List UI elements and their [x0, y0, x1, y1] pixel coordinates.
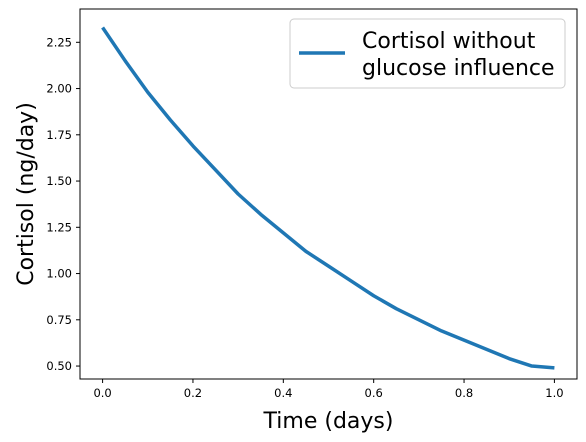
legend-box	[289, 18, 566, 89]
series-line-0	[101, 26, 555, 370]
legend-label-line: glucose influence	[362, 56, 555, 81]
y-tick-label: 2.25	[46, 35, 72, 49]
axes-frame	[79, 8, 578, 380]
legend-label-line: Cortisol without	[362, 29, 536, 54]
plot-area	[101, 26, 555, 370]
y-axis-label: Cortisol (ng/day)	[14, 102, 39, 286]
y-tick-label: 1.00	[46, 267, 72, 281]
y-tick-label: 1.50	[46, 174, 72, 188]
x-tick-label: 0.4	[274, 386, 292, 400]
axes: 0.0 0.2 0.4 0.6 0.8 1.0 0.50 0.75 1.00 1.25 1.50 1.…	[46, 8, 578, 400]
y-tick-label: 0.75	[46, 313, 72, 327]
x-tick-label: 0.2	[184, 386, 202, 400]
x-tick-label: 1.0	[545, 386, 563, 400]
y-tick-label: 1.75	[46, 128, 72, 142]
x-tick-label: 0.6	[365, 386, 383, 400]
x-axis-label: Time (days)	[263, 409, 394, 434]
y-tick-label: 0.50	[46, 359, 72, 373]
y-tick-label: 1.25	[46, 220, 72, 234]
y-tick-label: 2.00	[46, 82, 72, 96]
x-tick-label: 0.8	[455, 386, 473, 400]
x-tick-label: 0.0	[93, 386, 111, 400]
